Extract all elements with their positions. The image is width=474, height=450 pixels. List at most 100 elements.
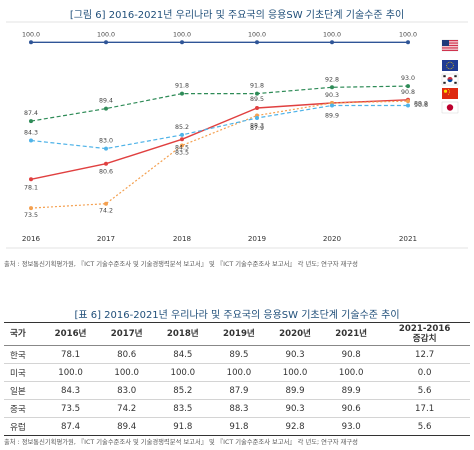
header-2021: 2021년 — [323, 322, 380, 346]
data-label-japan: 83.0 — [99, 138, 113, 145]
table-cell: 17.1 — [379, 399, 470, 418]
table-cell: 88.3 — [210, 399, 267, 418]
data-label-usa: 100.0 — [248, 31, 266, 38]
table-cell: 89.9 — [267, 381, 324, 400]
x-tick-label: 2019 — [248, 234, 267, 243]
data-label-china: 88.3 — [250, 123, 264, 130]
data-point-japan — [406, 103, 410, 108]
table-cell: 100.0 — [154, 363, 211, 382]
data-point-japan — [255, 116, 259, 120]
data-point-usa — [406, 40, 410, 45]
data-label-korea: 78.1 — [24, 184, 38, 191]
x-tick-label: 2018 — [173, 234, 192, 243]
header-2020: 2020년 — [267, 322, 324, 346]
data-label-usa: 100.0 — [399, 31, 417, 38]
table-cell: 89.4 — [98, 417, 155, 436]
table-cell: 74.2 — [98, 399, 155, 418]
table-cell: 73.5 — [42, 399, 99, 418]
data-label-china: 83.5 — [175, 150, 189, 157]
series-line-korea — [30, 99, 409, 180]
table-cell: 91.8 — [154, 417, 211, 436]
table-cell: 100.0 — [42, 363, 99, 382]
table-row: 일본 84.3 83.0 85.2 87.9 89.9 89.9 5.6 — [4, 381, 470, 400]
data-point-europe — [255, 91, 259, 96]
table-header-row: 국가 2016년 2017년 2018년 2019년 2020년 2021년 2… — [4, 322, 470, 346]
table-cell: 87.4 — [42, 417, 99, 436]
data-label-korea: 80.6 — [99, 169, 113, 176]
table-row: 한국 78.1 80.6 84.5 89.5 90.3 90.8 12.7 — [4, 345, 470, 364]
data-label-japan: 84.3 — [24, 130, 38, 137]
table-cell: 89.5 — [210, 345, 267, 364]
series-line-japan — [30, 104, 408, 150]
data-point-china — [406, 99, 410, 104]
data-point-korea — [180, 137, 184, 142]
table-cell: 85.2 — [154, 381, 211, 400]
data-point-korea — [255, 106, 259, 110]
table-cell: 83.5 — [154, 399, 211, 418]
data-label-korea: 89.5 — [250, 96, 264, 103]
table-cell: 90.3 — [267, 399, 324, 418]
header-country: 국가 — [4, 322, 43, 346]
line-chart: 100.0 100.0 100.0 100.0 100.0 100.0 87.4 89.4 91… — [6, 21, 468, 249]
table-cell: 92.8 — [267, 417, 324, 436]
data-label-usa: 100.0 — [97, 31, 115, 38]
figure-source-note: 출처 : 정보통신기획평가원, 『ICT 기술수준조사 및 기술경쟁력분석 보고… — [4, 261, 358, 268]
table-cell: 78.1 — [42, 345, 99, 364]
figure-title: [그림 6] 2016-2021년 우리나라 및 주요국의 응용SW 기초단계 … — [69, 10, 405, 21]
table-cell: 5.6 — [379, 381, 470, 400]
data-point-europe — [29, 119, 33, 124]
data-label-europe: 91.8 — [175, 83, 189, 90]
eu-flag — [442, 60, 458, 71]
header-change: 2021-2016 증감치 — [379, 322, 470, 346]
data-label-japan: 89.9 — [414, 101, 428, 108]
data-label-europe: 91.8 — [250, 83, 264, 90]
x-tick-label: 2020 — [323, 234, 342, 243]
korea-flag — [441, 73, 459, 86]
table-cell: 미국 — [4, 363, 43, 382]
table-cell: 12.7 — [379, 345, 470, 364]
table-row: 미국 100.0 100.0 100.0 100.0 100.0 100.0 0… — [4, 363, 470, 382]
data-point-china — [29, 206, 33, 211]
data-label-europe: 89.4 — [99, 98, 113, 105]
data-label-europe: 93.0 — [401, 75, 415, 82]
series-line-europe — [30, 85, 409, 122]
x-tick-label: 2016 — [22, 234, 41, 243]
data-label-europe: 87.4 — [24, 110, 38, 117]
data-point-europe — [406, 84, 410, 89]
data-point-japan — [180, 132, 184, 137]
data-table: 국가 2016년 2017년 2018년 2019년 2020년 2021년 2… — [4, 322, 470, 436]
header-2017: 2017년 — [98, 322, 155, 346]
table-cell: 83.0 — [98, 381, 155, 400]
data-point-usa — [29, 40, 33, 45]
table-cell: 100.0 — [323, 363, 380, 382]
data-point-usa — [104, 40, 108, 45]
data-point-korea — [104, 161, 108, 166]
data-label-japan: 89.9 — [325, 113, 339, 120]
japan-flag — [441, 101, 459, 114]
table-cell: 89.9 — [323, 381, 380, 400]
data-label-japan: 87.9 — [250, 125, 264, 132]
data-point-europe — [104, 106, 108, 111]
table-cell: 중국 — [4, 399, 43, 418]
x-tick-label: 2021 — [399, 234, 417, 243]
data-point-korea — [29, 177, 33, 182]
data-label-usa: 100.0 — [22, 31, 40, 38]
data-label-japan: 85.2 — [175, 124, 189, 131]
data-point-japan — [29, 138, 33, 143]
data-point-japan — [330, 103, 334, 108]
data-point-usa — [255, 40, 259, 45]
series-line-china — [30, 100, 409, 209]
table-cell: 84.5 — [154, 345, 211, 364]
data-point-china — [104, 201, 108, 206]
table-cell: 90.6 — [323, 399, 380, 418]
table-cell: 90.3 — [267, 345, 324, 364]
us-flag — [441, 39, 459, 52]
table-cell: 한국 — [4, 345, 43, 364]
data-label-china: 73.5 — [24, 212, 38, 219]
data-label-korea: 90.3 — [325, 92, 339, 99]
table-cell: 93.0 — [323, 417, 380, 436]
data-point-europe — [180, 91, 184, 96]
table-source-note: 출처 : 정보통신기획평가원, 『ICT 기술수준조사 및 기술경쟁력분석 보고… — [4, 439, 358, 446]
table-row: 유럽 87.4 89.4 91.8 91.8 92.8 93.0 5.6 — [4, 417, 470, 436]
table-title: [표 6] 2016-2021년 우리나라 및 주요국의 응용SW 기초단계 기… — [74, 310, 400, 321]
